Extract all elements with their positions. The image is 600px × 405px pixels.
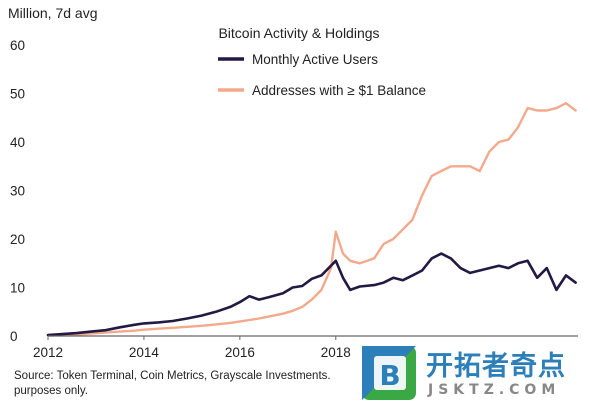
- watermark: B 开拓者奇点 JSKTZ.COM: [360, 342, 600, 405]
- y-tick-label: 50: [10, 87, 25, 102]
- legend-label-addresses: Addresses with ≥ $1 Balance: [252, 83, 426, 98]
- y-tick-label: 10: [10, 281, 25, 296]
- watermark-title: 开拓者奇点: [426, 351, 566, 382]
- source-line-2: purposes only.: [14, 385, 88, 397]
- y-tick-label: 60: [10, 38, 25, 53]
- y-axis-label: Million, 7d avg: [8, 5, 98, 21]
- chart: Million, 7d avg Bitcoin Activity & Holdi…: [8, 5, 578, 360]
- source-line-1: Source: Token Terminal, Coin Metrics, Gr…: [14, 370, 331, 382]
- series-line-active-users: [46, 252, 577, 337]
- y-tick-label: 0: [10, 329, 18, 344]
- chart-title: Bitcoin Activity & Holdings: [218, 25, 379, 41]
- x-tick-label: 2018: [321, 345, 351, 360]
- y-tick-label: 40: [10, 135, 25, 150]
- watermark-url: JSKTZ.COM: [428, 382, 561, 398]
- series-layer: [46, 102, 577, 337]
- watermark-logo-letter: B: [379, 359, 400, 392]
- x-tick-label: 2014: [129, 345, 160, 360]
- source-note: Source: Token Terminal, Coin Metrics, Gr…: [14, 369, 374, 399]
- legend: Monthly Active Users Addresses with ≥ $1…: [218, 52, 426, 98]
- x-tick-label: 2016: [225, 345, 255, 360]
- y-tick-label: 30: [10, 184, 25, 199]
- y-tick-label: 20: [10, 232, 25, 247]
- watermark-logo-icon: B: [362, 346, 416, 400]
- series-line-addresses: [46, 102, 577, 337]
- y-axis-ticks: 0 10 20 30 40 50 60: [10, 38, 25, 344]
- x-axis-ticks: 2012 2014 2016 2018: [33, 336, 351, 360]
- legend-label-active-users: Monthly Active Users: [252, 52, 378, 67]
- x-tick-label: 2012: [33, 345, 63, 360]
